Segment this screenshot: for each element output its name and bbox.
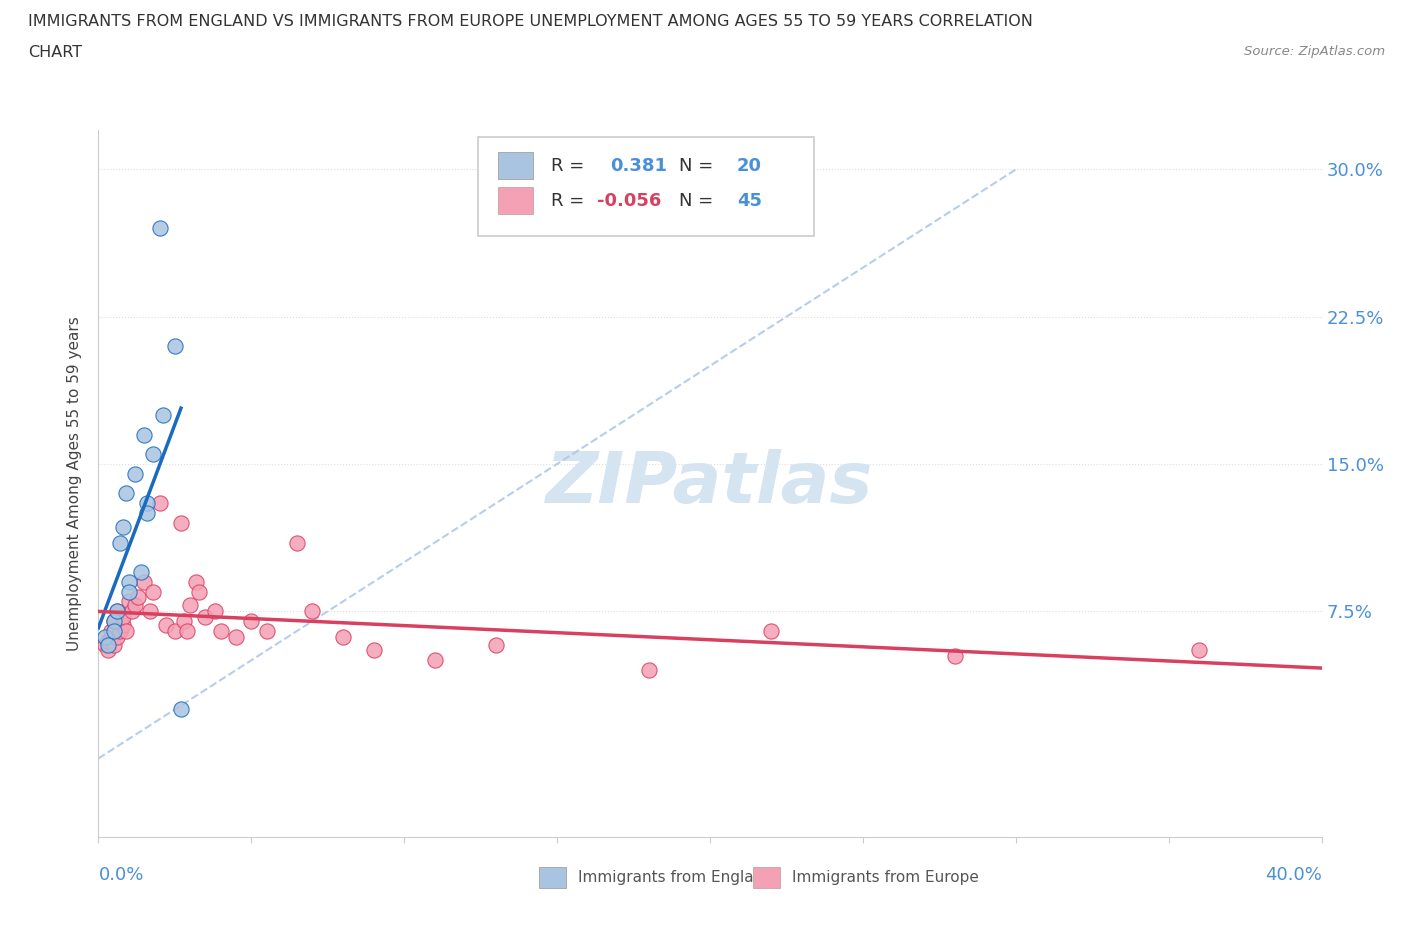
Point	[127, 590, 149, 604]
Text: R =: R =	[551, 156, 591, 175]
Text: 20: 20	[737, 156, 762, 175]
Point	[485, 637, 508, 652]
Text: 40.0%: 40.0%	[1265, 867, 1322, 884]
Point	[111, 618, 134, 632]
Point	[761, 623, 783, 638]
Point	[121, 604, 143, 618]
Point	[103, 614, 125, 629]
Point	[108, 623, 131, 638]
Point	[134, 427, 156, 442]
Point	[100, 630, 122, 644]
Point	[136, 506, 159, 521]
Text: N =: N =	[679, 156, 720, 175]
Text: IMMIGRANTS FROM ENGLAND VS IMMIGRANTS FROM EUROPE UNEMPLOYMENT AMONG AGES 55 TO : IMMIGRANTS FROM ENGLAND VS IMMIGRANTS FR…	[28, 14, 1033, 29]
Point	[118, 575, 141, 590]
Point	[97, 643, 120, 658]
Point	[118, 584, 141, 599]
FancyBboxPatch shape	[538, 867, 565, 888]
Point	[170, 702, 193, 717]
Y-axis label: Unemployment Among Ages 55 to 59 years: Unemployment Among Ages 55 to 59 years	[67, 316, 83, 651]
Point	[111, 519, 134, 534]
Point	[129, 565, 152, 579]
Point	[97, 633, 120, 648]
Text: 0.381: 0.381	[610, 156, 666, 175]
Point	[188, 584, 211, 599]
Point	[301, 604, 323, 618]
Point	[179, 598, 201, 613]
Text: -0.056: -0.056	[598, 192, 662, 210]
Point	[105, 630, 128, 644]
Text: Immigrants from England: Immigrants from England	[578, 870, 773, 884]
Point	[124, 598, 146, 613]
Point	[139, 604, 162, 618]
Text: 45: 45	[737, 192, 762, 210]
Text: Immigrants from Europe: Immigrants from Europe	[792, 870, 979, 884]
Point	[363, 643, 385, 658]
Text: N =: N =	[679, 192, 720, 210]
Point	[142, 584, 165, 599]
Point	[105, 604, 128, 618]
Point	[423, 653, 446, 668]
Point	[100, 623, 122, 638]
Point	[149, 221, 172, 236]
Text: Source: ZipAtlas.com: Source: ZipAtlas.com	[1244, 45, 1385, 58]
Point	[93, 637, 115, 652]
FancyBboxPatch shape	[478, 138, 814, 236]
Point	[155, 618, 177, 632]
Point	[103, 637, 125, 652]
Text: CHART: CHART	[28, 45, 82, 60]
Point	[124, 466, 146, 481]
Point	[194, 610, 217, 625]
Point	[105, 604, 128, 618]
FancyBboxPatch shape	[498, 188, 533, 214]
FancyBboxPatch shape	[498, 153, 533, 179]
Point	[103, 623, 125, 638]
Point	[115, 486, 138, 501]
Point	[209, 623, 232, 638]
Point	[225, 630, 247, 644]
Point	[108, 535, 131, 550]
Point	[149, 496, 172, 511]
Point	[638, 663, 661, 678]
Point	[97, 637, 120, 652]
Point	[176, 623, 198, 638]
Point	[134, 575, 156, 590]
FancyBboxPatch shape	[752, 867, 780, 888]
Point	[142, 446, 165, 461]
Point	[103, 614, 125, 629]
Point	[1188, 643, 1211, 658]
Point	[111, 610, 134, 625]
Point	[943, 649, 966, 664]
Text: R =: R =	[551, 192, 591, 210]
Point	[186, 575, 208, 590]
Text: ZIPatlas: ZIPatlas	[547, 449, 873, 518]
Point	[115, 623, 138, 638]
Text: 0.0%: 0.0%	[98, 867, 143, 884]
Point	[118, 594, 141, 609]
Point	[170, 515, 193, 530]
Point	[136, 496, 159, 511]
Point	[240, 614, 263, 629]
Point	[204, 604, 226, 618]
Point	[163, 623, 186, 638]
Point	[173, 614, 195, 629]
Point	[93, 630, 115, 644]
Point	[285, 535, 308, 550]
Point	[256, 623, 278, 638]
Point	[163, 339, 186, 353]
Point	[332, 630, 354, 644]
Point	[152, 407, 174, 422]
